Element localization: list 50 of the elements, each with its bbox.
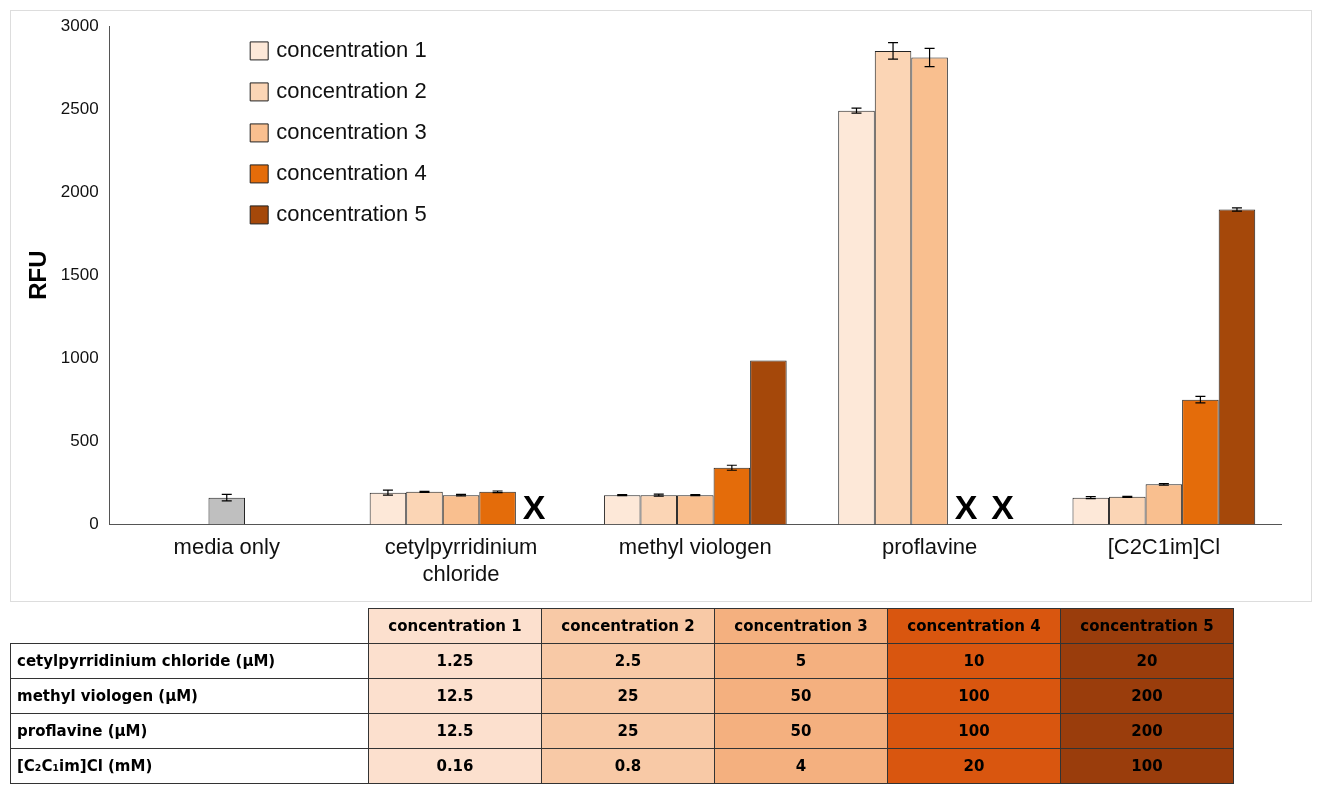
text: 50 [790, 722, 812, 740]
text: 5 [795, 652, 807, 670]
category-label: cetylpyrridinium chloride (µM) [17, 652, 276, 670]
text: X [522, 487, 546, 526]
x-tick-label: cetylpyrridinium chloride [384, 534, 538, 586]
text: 200 [1131, 722, 1163, 740]
y-tick-label: 1000 [60, 347, 99, 367]
text: 4 [795, 757, 807, 775]
x-tick-label: methyl viologen [618, 534, 772, 560]
legend-label: concentration 1 [276, 36, 427, 62]
text: X [991, 487, 1015, 526]
text: 20 [963, 757, 985, 775]
text: 12.5 [436, 687, 474, 705]
category-label: proflavine (µM) [17, 722, 148, 740]
y-tick-label: 2500 [60, 98, 99, 118]
category-label: concentration 2 [541, 608, 715, 644]
text: 25 [617, 687, 639, 705]
text: 100 [1131, 757, 1163, 775]
y-tick-label: 500 [70, 430, 99, 450]
y-tick-label: 2000 [60, 181, 99, 201]
category-label: concentration 1 [368, 608, 542, 644]
x-tick-label: [C2C1im]Cl [1107, 534, 1221, 560]
text: 100 [958, 687, 990, 705]
text: 12.5 [436, 722, 474, 740]
text: 200 [1131, 687, 1163, 705]
y-tick-label: 1500 [60, 264, 99, 284]
text: 0.16 [436, 757, 474, 775]
category-label: concentration 3 [714, 608, 888, 644]
text: 100 [958, 722, 990, 740]
legend-label: concentration 4 [276, 159, 427, 185]
text: 25 [617, 722, 639, 740]
y-tick-label: 3000 [60, 15, 99, 35]
category-label: concentration 4 [887, 608, 1061, 644]
y-axis-title: RFU [24, 250, 52, 300]
text: 0.8 [614, 757, 642, 775]
text: 50 [790, 687, 812, 705]
x-tick-label: proflavine [881, 534, 978, 560]
text: 2.5 [614, 652, 642, 670]
category-label: [C₂C₁im]Cl (mM) [17, 757, 153, 775]
category-label: methyl viologen (µM) [17, 687, 198, 705]
x-tick-label: media only [173, 534, 280, 560]
legend-label: concentration 3 [276, 118, 427, 144]
text: X [954, 487, 978, 526]
category-label: concentration 5 [1060, 608, 1234, 644]
text: 1.25 [436, 652, 474, 670]
text: 10 [963, 652, 985, 670]
y-tick-label: 0 [89, 513, 99, 533]
legend-label: concentration 2 [276, 77, 427, 103]
legend-label: concentration 5 [276, 200, 427, 226]
text: 20 [1136, 652, 1158, 670]
